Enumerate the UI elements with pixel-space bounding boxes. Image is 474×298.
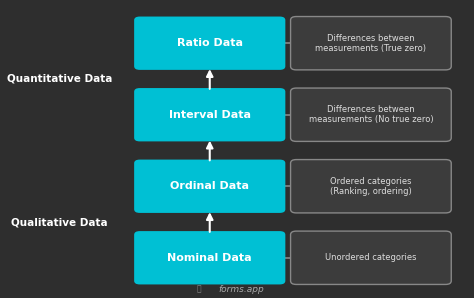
- Text: ⬜: ⬜: [197, 285, 201, 294]
- Text: Ratio Data: Ratio Data: [177, 38, 243, 48]
- Text: Ordinal Data: Ordinal Data: [170, 181, 249, 191]
- Text: Qualitative Data: Qualitative Data: [11, 217, 108, 227]
- Text: Unordered categories: Unordered categories: [325, 253, 417, 262]
- FancyBboxPatch shape: [134, 17, 285, 70]
- FancyBboxPatch shape: [291, 88, 451, 142]
- Text: Differences between
measurements (No true zero): Differences between measurements (No tru…: [309, 105, 433, 125]
- Text: Quantitative Data: Quantitative Data: [7, 74, 112, 84]
- Text: Nominal Data: Nominal Data: [167, 253, 252, 263]
- Text: forms.app: forms.app: [218, 285, 264, 294]
- FancyBboxPatch shape: [134, 231, 285, 284]
- FancyBboxPatch shape: [291, 231, 451, 284]
- FancyBboxPatch shape: [134, 160, 285, 213]
- FancyBboxPatch shape: [134, 88, 285, 142]
- FancyBboxPatch shape: [291, 17, 451, 70]
- FancyBboxPatch shape: [291, 160, 451, 213]
- Text: Ordered categories
(Ranking, ordering): Ordered categories (Ranking, ordering): [330, 176, 412, 196]
- Text: Differences between
measurements (True zero): Differences between measurements (True z…: [315, 33, 427, 53]
- Text: Interval Data: Interval Data: [169, 110, 251, 120]
